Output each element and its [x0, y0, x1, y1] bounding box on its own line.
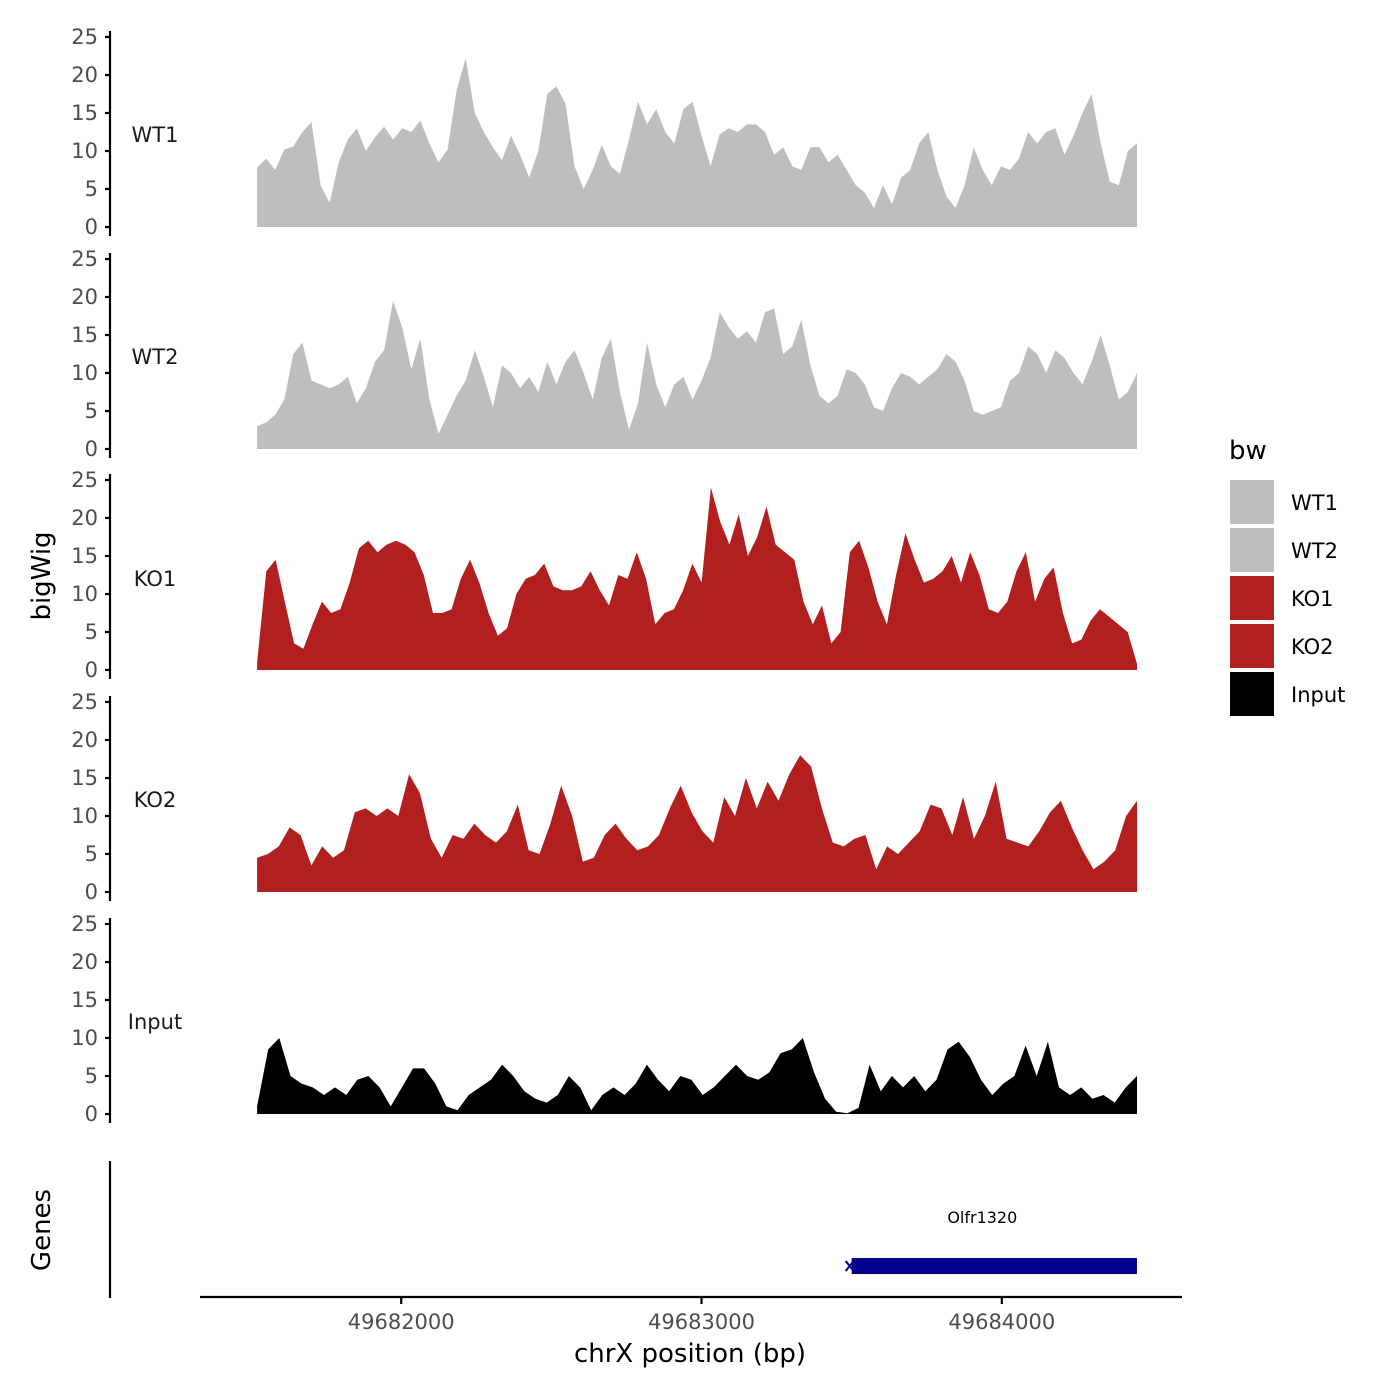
x-axis-title: chrX position (bp): [574, 1339, 806, 1369]
y-tick-label: 10: [71, 361, 98, 385]
y-tick-label: 0: [85, 658, 98, 682]
y-tick-label: 20: [71, 285, 98, 309]
y-tick-label: 20: [71, 950, 98, 974]
legend-label: Input: [1291, 683, 1345, 707]
y-tick-label: 10: [71, 139, 98, 163]
track-label-input: Input: [128, 1010, 182, 1034]
y-tick-label: 15: [71, 544, 98, 568]
tracks: 0510152025WT10510152025WT20510152025KO10…: [71, 25, 1138, 1126]
signal-area-wt2: [257, 300, 1138, 449]
x-axis: 49682000 49683000 49684000: [200, 1295, 1182, 1334]
y-tick-label: 0: [85, 880, 98, 904]
y-tick-label: 20: [71, 506, 98, 530]
y-tick-label: 15: [71, 101, 98, 125]
y-tick-label: 5: [85, 620, 98, 644]
y-tick-label: 15: [71, 766, 98, 790]
y-tick-label: 10: [71, 1026, 98, 1050]
legend-swatch: [1230, 624, 1274, 668]
genes-track: Olfr1320: [108, 1161, 1137, 1298]
track-ko2: 0 5 10 15 20 25 KO2: [71, 690, 1138, 904]
y-tick-label: 20: [71, 63, 98, 87]
x-tick-label: 49682000: [348, 1310, 455, 1334]
y-axis-title: bigWig: [27, 531, 57, 620]
y-tick-label: 0: [85, 437, 98, 461]
legend-label: WT1: [1291, 491, 1338, 515]
y-tick-label: 15: [71, 323, 98, 347]
legend: bw WT1 WT2 KO1 KO2 Input: [1229, 436, 1345, 716]
track-ko1: 0 5 10 15 20 25 KO1: [71, 468, 1138, 682]
track-label-wt2: WT2: [132, 345, 179, 369]
legend-label: KO1: [1291, 587, 1334, 611]
y-tick-label: 10: [71, 804, 98, 828]
y-tick-label: 5: [85, 842, 98, 866]
legend-item-wt2: WT2: [1230, 528, 1338, 572]
track-label-ko1: KO1: [134, 567, 177, 591]
track-input: 0 5 10 15 20 25 Input: [71, 912, 1138, 1126]
legend-label: WT2: [1291, 539, 1338, 563]
y-tick-label: 15: [71, 988, 98, 1012]
y-tick-label: 5: [85, 177, 98, 201]
signal-area-ko1: [257, 487, 1138, 670]
y-tick-label: 25: [71, 247, 98, 271]
y-tick-label: 0: [85, 215, 98, 239]
gene-strand-marker: [844, 1260, 855, 1272]
legend-swatch: [1230, 528, 1274, 572]
y-tick-label: 5: [85, 399, 98, 423]
y-tick-label: 25: [71, 25, 98, 49]
y-tick-label: 5: [85, 1064, 98, 1088]
y-tick-label: 0: [85, 1102, 98, 1126]
legend-swatch: [1230, 576, 1274, 620]
gene-olfr1320: Olfr1320: [844, 1208, 1137, 1274]
y-tick-label: 10: [71, 582, 98, 606]
signal-area-ko2: [257, 755, 1138, 892]
y-tick-label: 25: [71, 468, 98, 492]
track-label-ko2: KO2: [134, 788, 177, 812]
legend-swatch: [1230, 672, 1274, 716]
legend-item-ko1: KO1: [1230, 576, 1334, 620]
y-tick-label: 25: [71, 912, 98, 936]
legend-label: KO2: [1291, 635, 1334, 659]
gene-label: Olfr1320: [947, 1208, 1017, 1227]
legend-item-input: Input: [1230, 672, 1345, 716]
genes-track-label: Genes: [27, 1189, 57, 1271]
y-tick-label: 20: [71, 728, 98, 752]
gene-body: [851, 1258, 1137, 1274]
legend-swatch: [1230, 480, 1274, 524]
legend-item-ko2: KO2: [1230, 624, 1334, 668]
signal-area-input: [257, 1038, 1138, 1114]
track-wt2: 0 5 10 15 20 25 WT2: [71, 247, 1138, 461]
signal-area-wt1: [257, 58, 1138, 227]
legend-item-wt1: WT1: [1230, 480, 1338, 524]
track-wt1: 0 5 10 15 20 25 WT1: [71, 25, 1138, 239]
y-tick-label: 25: [71, 690, 98, 714]
x-tick-label: 49684000: [948, 1310, 1055, 1334]
x-tick-label: 49683000: [648, 1310, 755, 1334]
track-label-wt1: WT1: [132, 123, 179, 147]
legend-title: bw: [1229, 436, 1267, 466]
